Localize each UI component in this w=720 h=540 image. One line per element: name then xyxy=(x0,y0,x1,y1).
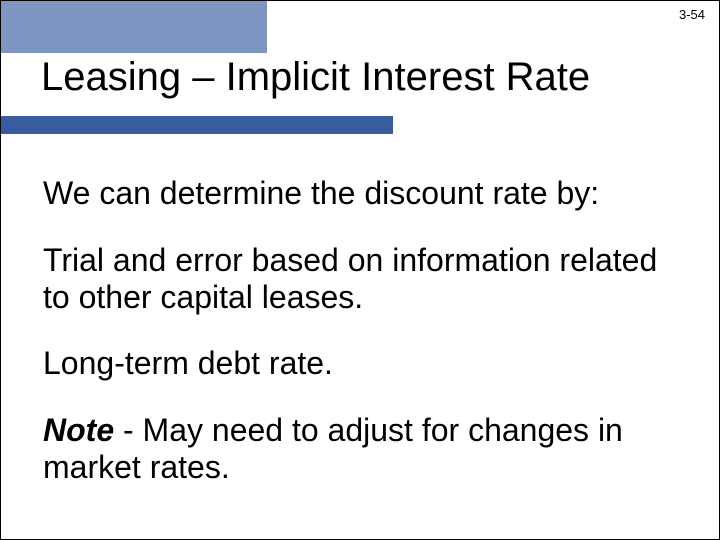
point-2: Long-term debt rate. xyxy=(43,345,677,382)
accent-bar xyxy=(1,116,393,134)
slide-title: Leasing – Implicit Interest Rate xyxy=(41,55,689,100)
point-1: Trial and error based on information rel… xyxy=(43,242,677,316)
slide: 3-54 Leasing – Implicit Interest Rate We… xyxy=(0,0,720,540)
intro-text: We can determine the discount rate by: xyxy=(43,175,677,212)
note-label: Note xyxy=(43,412,114,448)
note-text: - May need to adjust for changes in mark… xyxy=(43,412,623,485)
slide-body: We can determine the discount rate by: T… xyxy=(43,175,677,516)
page-number: 3-54 xyxy=(679,7,705,22)
header-block xyxy=(1,1,267,53)
note-line: Note - May need to adjust for changes in… xyxy=(43,412,677,486)
